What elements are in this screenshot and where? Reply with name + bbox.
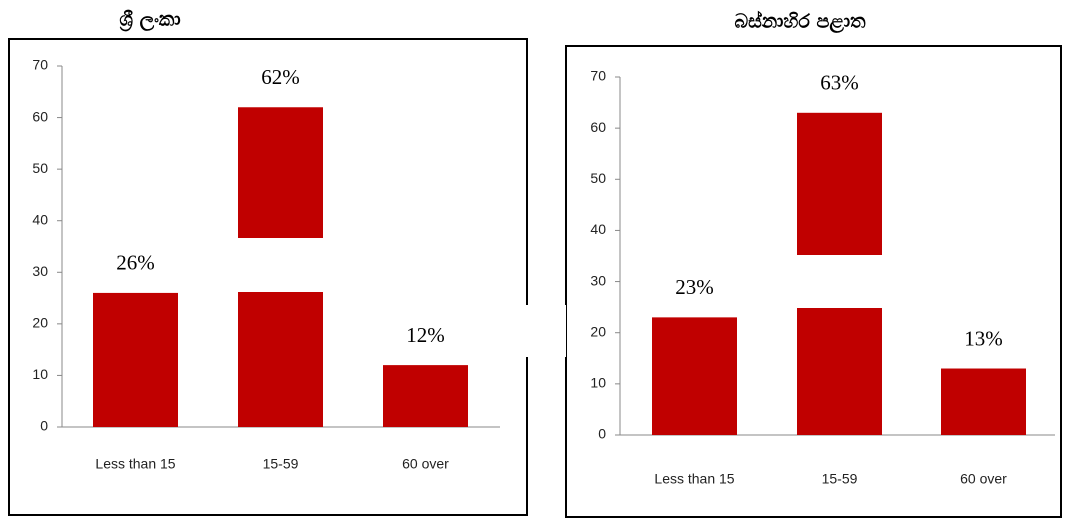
bar [383,365,468,427]
value-label: 63% [820,71,859,95]
chart-frame [565,45,1062,518]
y-tick-label: 30 [32,263,48,279]
x-tick-label: Less than 15 [654,471,734,487]
bar [93,292,178,427]
image-artifact [498,305,566,357]
x-tick-label: 15-59 [822,471,858,487]
value-label: 62% [261,65,300,89]
x-tick-label: 60 over [960,471,1007,487]
y-tick-label: 70 [590,68,606,84]
bar [941,368,1026,435]
y-tick-label: 40 [590,221,606,237]
value-label: 23% [675,275,714,299]
y-tick-label: 70 [32,57,48,73]
y-tick-label: 10 [590,375,606,391]
y-tick-label: 20 [32,315,48,331]
value-label: 13% [964,326,1003,350]
y-tick-label: 50 [32,160,48,176]
y-tick-label: 10 [32,366,48,382]
y-tick-label: 0 [598,426,606,442]
y-tick-label: 40 [32,211,48,227]
y-tick-label: 30 [590,272,606,288]
x-tick-label: 60 over [402,456,449,472]
bar [652,317,737,435]
x-tick-label: 15-59 [263,456,299,472]
y-tick-label: 60 [32,108,48,124]
x-tick-label: Less than 15 [95,456,175,472]
y-tick-label: 20 [590,323,606,339]
value-label: 12% [406,323,445,347]
y-tick-label: 0 [40,418,48,434]
chart-title: බස්නාහිර පළාත [734,10,866,33]
image-artifact [797,255,882,308]
image-artifact [238,238,323,292]
y-tick-label: 50 [590,170,606,186]
value-label: 26% [116,251,155,275]
y-tick-label: 60 [590,119,606,135]
chart-title: ශ්‍රී ලංකා [119,9,181,32]
chart-frame [8,38,528,516]
